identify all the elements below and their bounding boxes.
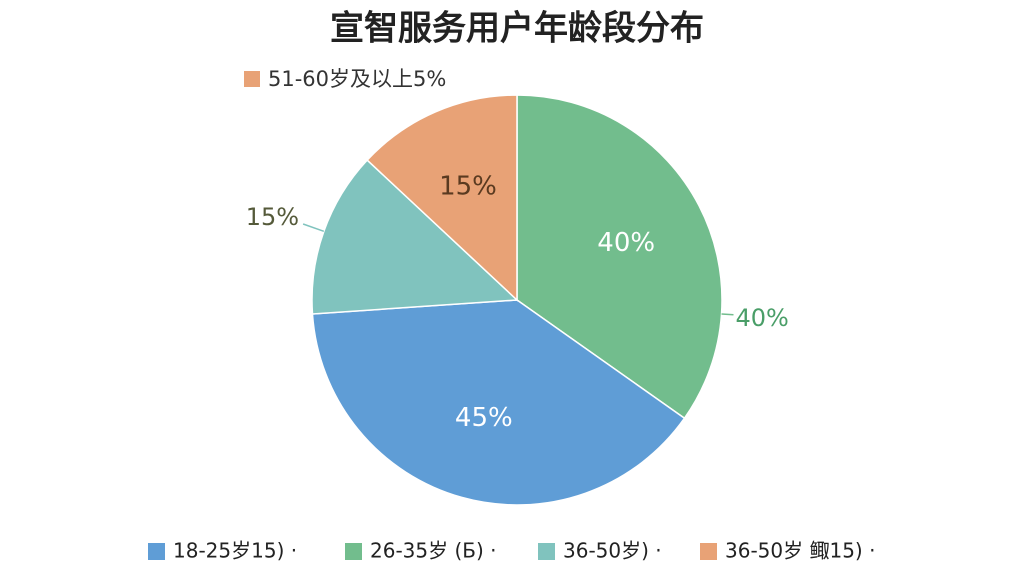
data-label: 15%: [439, 172, 497, 202]
legend-swatch: [148, 543, 165, 560]
data-label: 45%: [455, 403, 513, 433]
legend-label: 36-50岁 鲰15) ·: [725, 539, 875, 563]
data-label: 40%: [735, 304, 788, 332]
annotation-swatch: [244, 71, 260, 87]
legend-swatch: [345, 543, 362, 560]
data-label: 15%: [246, 203, 299, 231]
legend-swatch: [538, 543, 555, 560]
legend-label: 36-50岁) ·: [563, 539, 662, 563]
pie-slice: [311, 159, 519, 315]
data-label: 40%: [597, 228, 655, 258]
pie-slice: [366, 94, 518, 302]
legend-swatch: [700, 543, 717, 560]
annotation: 51-60岁及以上5%: [268, 67, 446, 91]
pie-slice: [516, 94, 723, 420]
legend-label: 26-35岁 (Б) ·: [370, 539, 497, 563]
leader-line: [302, 223, 325, 233]
pie-slice: [311, 299, 686, 506]
chart-title: 宣智服务用户年龄段分布: [330, 9, 704, 49]
leader-line: [721, 313, 734, 316]
legend-label: 18-25岁15) ·: [173, 539, 297, 563]
